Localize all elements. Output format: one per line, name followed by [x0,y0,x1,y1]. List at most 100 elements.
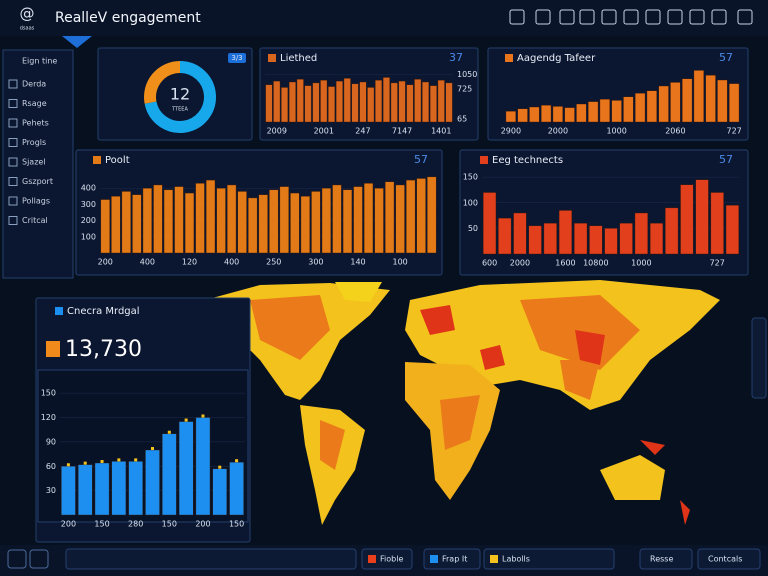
bar [574,223,588,255]
bar [695,179,709,255]
footer-button[interactable] [697,548,761,570]
footer-button[interactable] [639,548,693,570]
sidebar-item[interactable]: Pollags [22,197,50,206]
footer-button[interactable] [423,548,481,570]
bar [184,192,195,254]
logo: @ [20,5,35,23]
sidebar-item[interactable]: Rsage [22,99,47,108]
footer-button-label[interactable]: Labolls [502,555,530,564]
y-tick-label: 100 [463,198,478,207]
panel-title: Cnecra Mrdgal [67,306,140,317]
bar [359,81,367,123]
sidebar-item[interactable]: Critcal [22,216,48,225]
bar [312,82,320,123]
icon[interactable] [601,9,617,25]
continent [335,282,382,302]
bar [634,212,648,255]
x-tick-label: 100 [393,258,408,267]
footer-button-label[interactable]: Frap It [442,555,467,564]
sidebar-item[interactable]: Pehets [22,119,49,128]
bar [335,80,343,123]
bar [710,192,724,255]
title-swatch [480,156,488,164]
bar [227,184,237,254]
bar [445,82,453,123]
x-tick-label: 1600 [555,259,575,268]
sidebar-icon[interactable] [8,138,18,147]
y-tick-label: 150 [41,389,56,398]
sidebar-icon[interactable] [8,118,18,128]
icon[interactable] [711,9,727,25]
bar [375,79,383,123]
bar [212,468,228,516]
title-swatch [505,54,513,62]
sidebar-icon[interactable] [8,79,18,89]
bar [153,184,163,254]
header-icons[interactable] [509,9,753,25]
side-scroll[interactable] [751,317,767,399]
footer-icon[interactable] [29,549,49,569]
header-title: RealleV engagement [55,10,201,26]
footer-button-label[interactable]: Resse [650,555,673,564]
bar [564,107,575,123]
sidebar-icon[interactable] [8,157,18,167]
map [205,280,720,525]
bar [258,194,268,254]
sidebar-title[interactable]: Eign tine [22,57,57,66]
bar [390,82,398,123]
sidebar-item[interactable]: Derda [22,80,46,89]
sidebar-icon[interactable] [8,99,18,108]
bar [281,87,289,123]
bar [195,183,205,254]
bar [343,78,351,123]
icon[interactable] [689,9,705,25]
icon[interactable] [623,9,639,25]
bar [540,104,552,123]
footer-button-label[interactable]: Fioble [380,555,403,564]
sidebar-icon[interactable] [8,177,18,186]
x-tick-label: 200 [195,520,210,529]
sidebar-item[interactable]: Sjazel [22,158,46,167]
bar [320,79,328,123]
y-tick-label: 60 [46,462,56,471]
icon[interactable] [509,9,525,25]
sidebar-icon[interactable] [8,216,18,225]
y-tick-label: 90 [46,437,56,446]
footer-button-label[interactable]: Contcals [708,555,742,564]
sidebar-item[interactable]: Gszport [22,177,53,186]
bar [649,223,664,255]
x-tick-label: 2000 [510,259,530,268]
bar [111,461,127,516]
footer-button[interactable] [361,548,413,570]
donut-segment [144,61,181,104]
bar [332,184,342,254]
y-tick-label: 120 [41,413,56,422]
sidebar-item[interactable]: Progls [22,138,46,147]
panel-title: Liethed [280,53,317,64]
x-tick-label: 600 [482,259,497,268]
icon[interactable] [737,9,753,25]
bar [543,223,557,255]
x-tick-label: 7147 [392,127,412,136]
y-tick-label: 300 [81,200,96,209]
icon[interactable] [667,9,683,25]
x-tick-label: 200 [61,520,76,529]
bar-cap [235,459,239,463]
footer-icon[interactable] [7,549,27,569]
footer-button[interactable] [483,548,615,570]
title-swatch [55,307,63,315]
bar [589,225,603,255]
icon[interactable] [535,9,551,25]
bar-cap [151,447,154,450]
icon[interactable] [559,9,575,25]
sidebar-icon[interactable] [8,196,18,206]
bar [416,178,426,254]
icon[interactable] [579,9,595,25]
title-swatch [268,54,276,62]
search-box[interactable] [65,548,357,570]
bar [128,461,143,516]
bar [296,79,304,123]
bar [429,85,437,123]
icon[interactable] [645,9,661,25]
bar [363,183,374,254]
